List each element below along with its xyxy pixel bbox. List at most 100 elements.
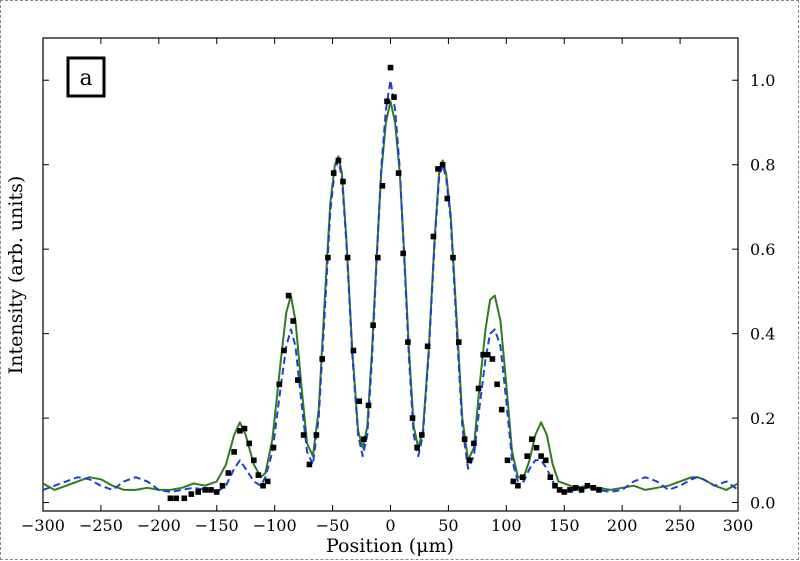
data-point — [295, 377, 301, 383]
data-point — [515, 482, 521, 489]
x-tick-label: −250 — [79, 516, 123, 535]
data-point — [519, 474, 526, 480]
data-point — [573, 485, 579, 491]
y-tick-label: 0.8 — [750, 156, 775, 175]
x-tick-label: −300 — [21, 516, 65, 535]
x-tick-label: 0 — [385, 516, 395, 535]
x-tick-label: −200 — [137, 516, 181, 535]
panel-label: a — [79, 66, 92, 91]
data-point — [439, 161, 446, 168]
data-point — [556, 487, 563, 493]
data-point — [533, 444, 540, 451]
data-point — [251, 457, 257, 464]
data-point — [219, 482, 226, 489]
data-point — [350, 347, 357, 354]
y-axis-label: Intensity (arb. units) — [5, 176, 27, 375]
y-tick-label: 0.6 — [750, 240, 775, 259]
data-point — [325, 254, 331, 261]
data-point — [405, 339, 411, 345]
data-point — [276, 381, 283, 388]
data-point — [181, 495, 188, 502]
data-point — [173, 495, 179, 502]
panel-label-box: a — [66, 56, 106, 98]
x-axis-label: Position (μm) — [326, 535, 454, 557]
data-point — [584, 482, 591, 489]
data-point — [547, 474, 554, 480]
data-point — [494, 381, 500, 388]
data-point — [365, 402, 372, 409]
data-point — [498, 406, 505, 413]
data-point — [461, 436, 468, 442]
data-point — [567, 487, 573, 493]
y-tick-label: 0.0 — [750, 494, 775, 513]
x-tick-label: 100 — [491, 516, 522, 535]
data-point — [290, 318, 296, 324]
data-point — [430, 233, 437, 240]
series-line-solid — [43, 100, 738, 491]
data-point — [524, 453, 530, 459]
data-point — [285, 292, 292, 299]
data-point — [485, 351, 491, 358]
data-point — [260, 482, 266, 489]
data-point — [167, 495, 174, 502]
data-point — [400, 250, 406, 257]
data-point — [313, 432, 320, 438]
data-point — [387, 64, 394, 71]
data-point — [255, 472, 262, 478]
data-point — [344, 254, 351, 261]
data-point — [281, 347, 287, 354]
data-point — [504, 457, 511, 464]
data-point — [208, 487, 214, 493]
data-point — [375, 254, 381, 261]
data-point — [409, 415, 416, 421]
x-tick-label: 250 — [665, 516, 696, 535]
data-point — [319, 356, 325, 362]
data-point — [330, 170, 337, 176]
data-point — [306, 461, 313, 468]
x-tick-label: −100 — [253, 516, 297, 535]
data-point — [395, 170, 402, 176]
data-point — [379, 183, 386, 189]
data-point — [435, 166, 441, 172]
data-point — [213, 489, 220, 495]
data-point — [552, 482, 558, 489]
data-point — [450, 254, 456, 261]
data-point — [475, 385, 482, 392]
y-tick-label: 0.4 — [750, 325, 775, 344]
plot-area — [42, 37, 739, 512]
data-point — [471, 440, 477, 447]
x-tick-label: 200 — [607, 516, 638, 535]
data-point — [466, 457, 473, 464]
data-point — [246, 440, 252, 447]
data-point — [225, 470, 232, 476]
data-point — [340, 178, 346, 185]
data-point — [456, 339, 462, 345]
x-tick-label: −150 — [195, 516, 239, 535]
data-point — [444, 195, 451, 202]
x-tick-label: −50 — [316, 516, 350, 535]
data-point — [335, 157, 342, 164]
data-point — [414, 444, 420, 451]
data-point — [489, 356, 496, 362]
data-point — [241, 425, 248, 432]
data-point — [424, 343, 431, 350]
data-point — [561, 489, 568, 495]
series-markers — [167, 64, 602, 502]
x-tick-label: 300 — [723, 516, 754, 535]
series-line-dashed — [43, 79, 738, 493]
data-point — [237, 428, 243, 434]
data-point — [188, 491, 195, 497]
data-point — [538, 453, 544, 459]
data-point — [529, 436, 535, 442]
y-tick-label: 1.0 — [750, 71, 775, 90]
data-point — [578, 487, 585, 493]
data-point — [370, 322, 376, 328]
data-point — [480, 351, 486, 358]
data-point — [590, 485, 596, 491]
data-point — [596, 487, 602, 493]
data-point — [361, 436, 367, 442]
data-point — [264, 478, 271, 485]
data-point — [356, 398, 362, 404]
data-point — [270, 444, 277, 451]
data-point — [391, 94, 397, 100]
